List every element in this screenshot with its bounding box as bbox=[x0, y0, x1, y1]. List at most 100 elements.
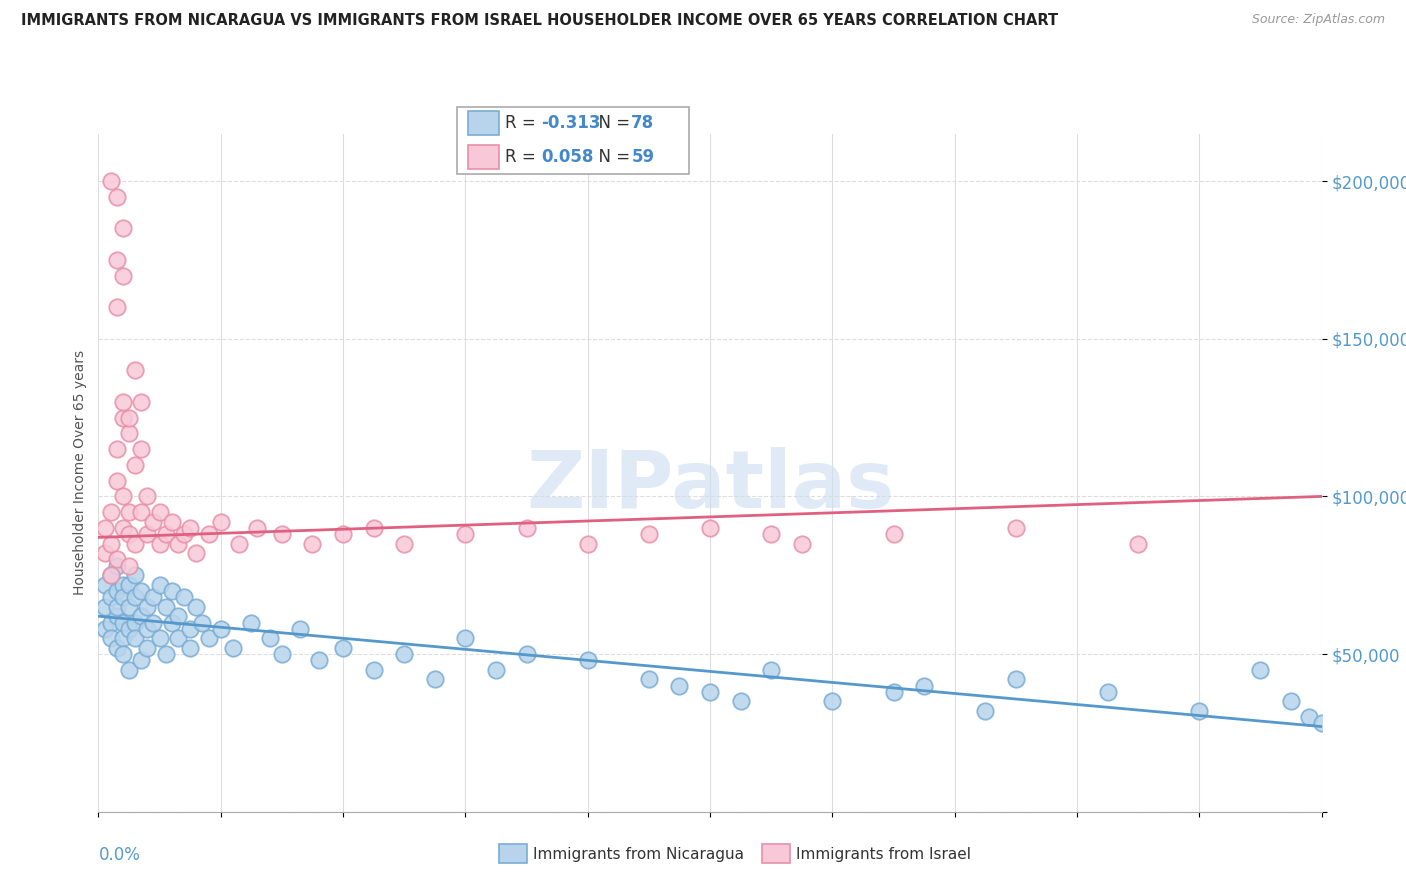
Point bbox=[124, 568, 146, 582]
Point bbox=[100, 615, 122, 630]
Point bbox=[111, 521, 134, 535]
Point bbox=[454, 632, 477, 646]
Point bbox=[105, 252, 128, 267]
Point bbox=[129, 442, 152, 456]
Point bbox=[129, 584, 152, 599]
Point bbox=[197, 632, 219, 646]
Point bbox=[155, 599, 177, 614]
Point bbox=[100, 505, 122, 519]
Point bbox=[392, 647, 416, 661]
Point bbox=[1128, 537, 1150, 551]
Point bbox=[270, 527, 292, 541]
Point bbox=[270, 647, 292, 661]
Text: Immigrants from Nicaragua: Immigrants from Nicaragua bbox=[533, 847, 744, 862]
Point bbox=[1279, 694, 1302, 708]
Text: N =: N = bbox=[588, 114, 636, 132]
Text: Source: ZipAtlas.com: Source: ZipAtlas.com bbox=[1251, 13, 1385, 27]
Point bbox=[118, 505, 141, 519]
Point bbox=[111, 410, 134, 425]
Point bbox=[290, 622, 312, 636]
Point bbox=[111, 221, 134, 235]
Point bbox=[105, 300, 128, 314]
Point bbox=[516, 647, 538, 661]
Point bbox=[790, 537, 813, 551]
Point bbox=[883, 527, 905, 541]
Point bbox=[1298, 710, 1320, 724]
Text: 0.058: 0.058 bbox=[541, 148, 593, 166]
Text: -0.313: -0.313 bbox=[541, 114, 600, 132]
Point bbox=[100, 568, 122, 582]
Point bbox=[136, 622, 159, 636]
Point bbox=[974, 704, 997, 718]
Point bbox=[392, 537, 416, 551]
Point bbox=[118, 410, 141, 425]
Point bbox=[118, 622, 141, 636]
Y-axis label: Householder Income Over 65 years: Householder Income Over 65 years bbox=[73, 351, 87, 595]
Point bbox=[100, 537, 122, 551]
Point bbox=[363, 521, 385, 535]
Point bbox=[222, 640, 245, 655]
Point bbox=[246, 521, 269, 535]
Point bbox=[124, 537, 146, 551]
Point bbox=[136, 527, 159, 541]
Point bbox=[105, 609, 128, 624]
Point bbox=[912, 679, 935, 693]
Point bbox=[155, 647, 177, 661]
Point bbox=[1004, 673, 1026, 687]
Point bbox=[759, 527, 782, 541]
Point bbox=[167, 609, 190, 624]
Point bbox=[129, 505, 152, 519]
Point bbox=[111, 394, 134, 409]
Point bbox=[1097, 685, 1119, 699]
Text: Immigrants from Israel: Immigrants from Israel bbox=[796, 847, 970, 862]
Point bbox=[105, 599, 128, 614]
Point bbox=[259, 632, 281, 646]
Text: 59: 59 bbox=[631, 148, 654, 166]
Point bbox=[1249, 663, 1271, 677]
Point bbox=[179, 622, 201, 636]
Point bbox=[155, 527, 177, 541]
Point bbox=[186, 599, 208, 614]
Point bbox=[160, 515, 183, 529]
Text: N =: N = bbox=[588, 148, 636, 166]
Point bbox=[759, 663, 782, 677]
Point bbox=[160, 615, 183, 630]
Point bbox=[129, 609, 152, 624]
Point bbox=[160, 584, 183, 599]
Point bbox=[129, 653, 152, 667]
Point bbox=[100, 174, 122, 188]
Point bbox=[105, 584, 128, 599]
Point bbox=[191, 615, 214, 630]
Point bbox=[209, 622, 232, 636]
Text: ZIPatlas: ZIPatlas bbox=[526, 447, 894, 525]
Point bbox=[173, 591, 195, 605]
Point bbox=[1310, 716, 1333, 731]
Point bbox=[100, 632, 122, 646]
Point bbox=[228, 537, 250, 551]
Point bbox=[105, 190, 128, 204]
Point bbox=[454, 527, 477, 541]
Point bbox=[240, 615, 263, 630]
Point bbox=[149, 505, 172, 519]
Point bbox=[301, 537, 323, 551]
Point bbox=[111, 591, 134, 605]
Point bbox=[100, 568, 122, 582]
Point bbox=[142, 615, 165, 630]
Point bbox=[118, 663, 141, 677]
Point bbox=[668, 679, 690, 693]
Text: IMMIGRANTS FROM NICARAGUA VS IMMIGRANTS FROM ISRAEL HOUSEHOLDER INCOME OVER 65 Y: IMMIGRANTS FROM NICARAGUA VS IMMIGRANTS … bbox=[21, 13, 1059, 29]
Point bbox=[118, 527, 141, 541]
Point bbox=[124, 363, 146, 377]
Point bbox=[167, 632, 190, 646]
Point bbox=[576, 537, 599, 551]
Point bbox=[637, 673, 661, 687]
Point bbox=[93, 521, 115, 535]
Point bbox=[111, 632, 134, 646]
Point bbox=[100, 591, 122, 605]
Point bbox=[124, 632, 146, 646]
Point bbox=[129, 394, 152, 409]
Point bbox=[179, 521, 201, 535]
Point bbox=[136, 599, 159, 614]
Point bbox=[699, 685, 721, 699]
Point bbox=[186, 546, 208, 560]
